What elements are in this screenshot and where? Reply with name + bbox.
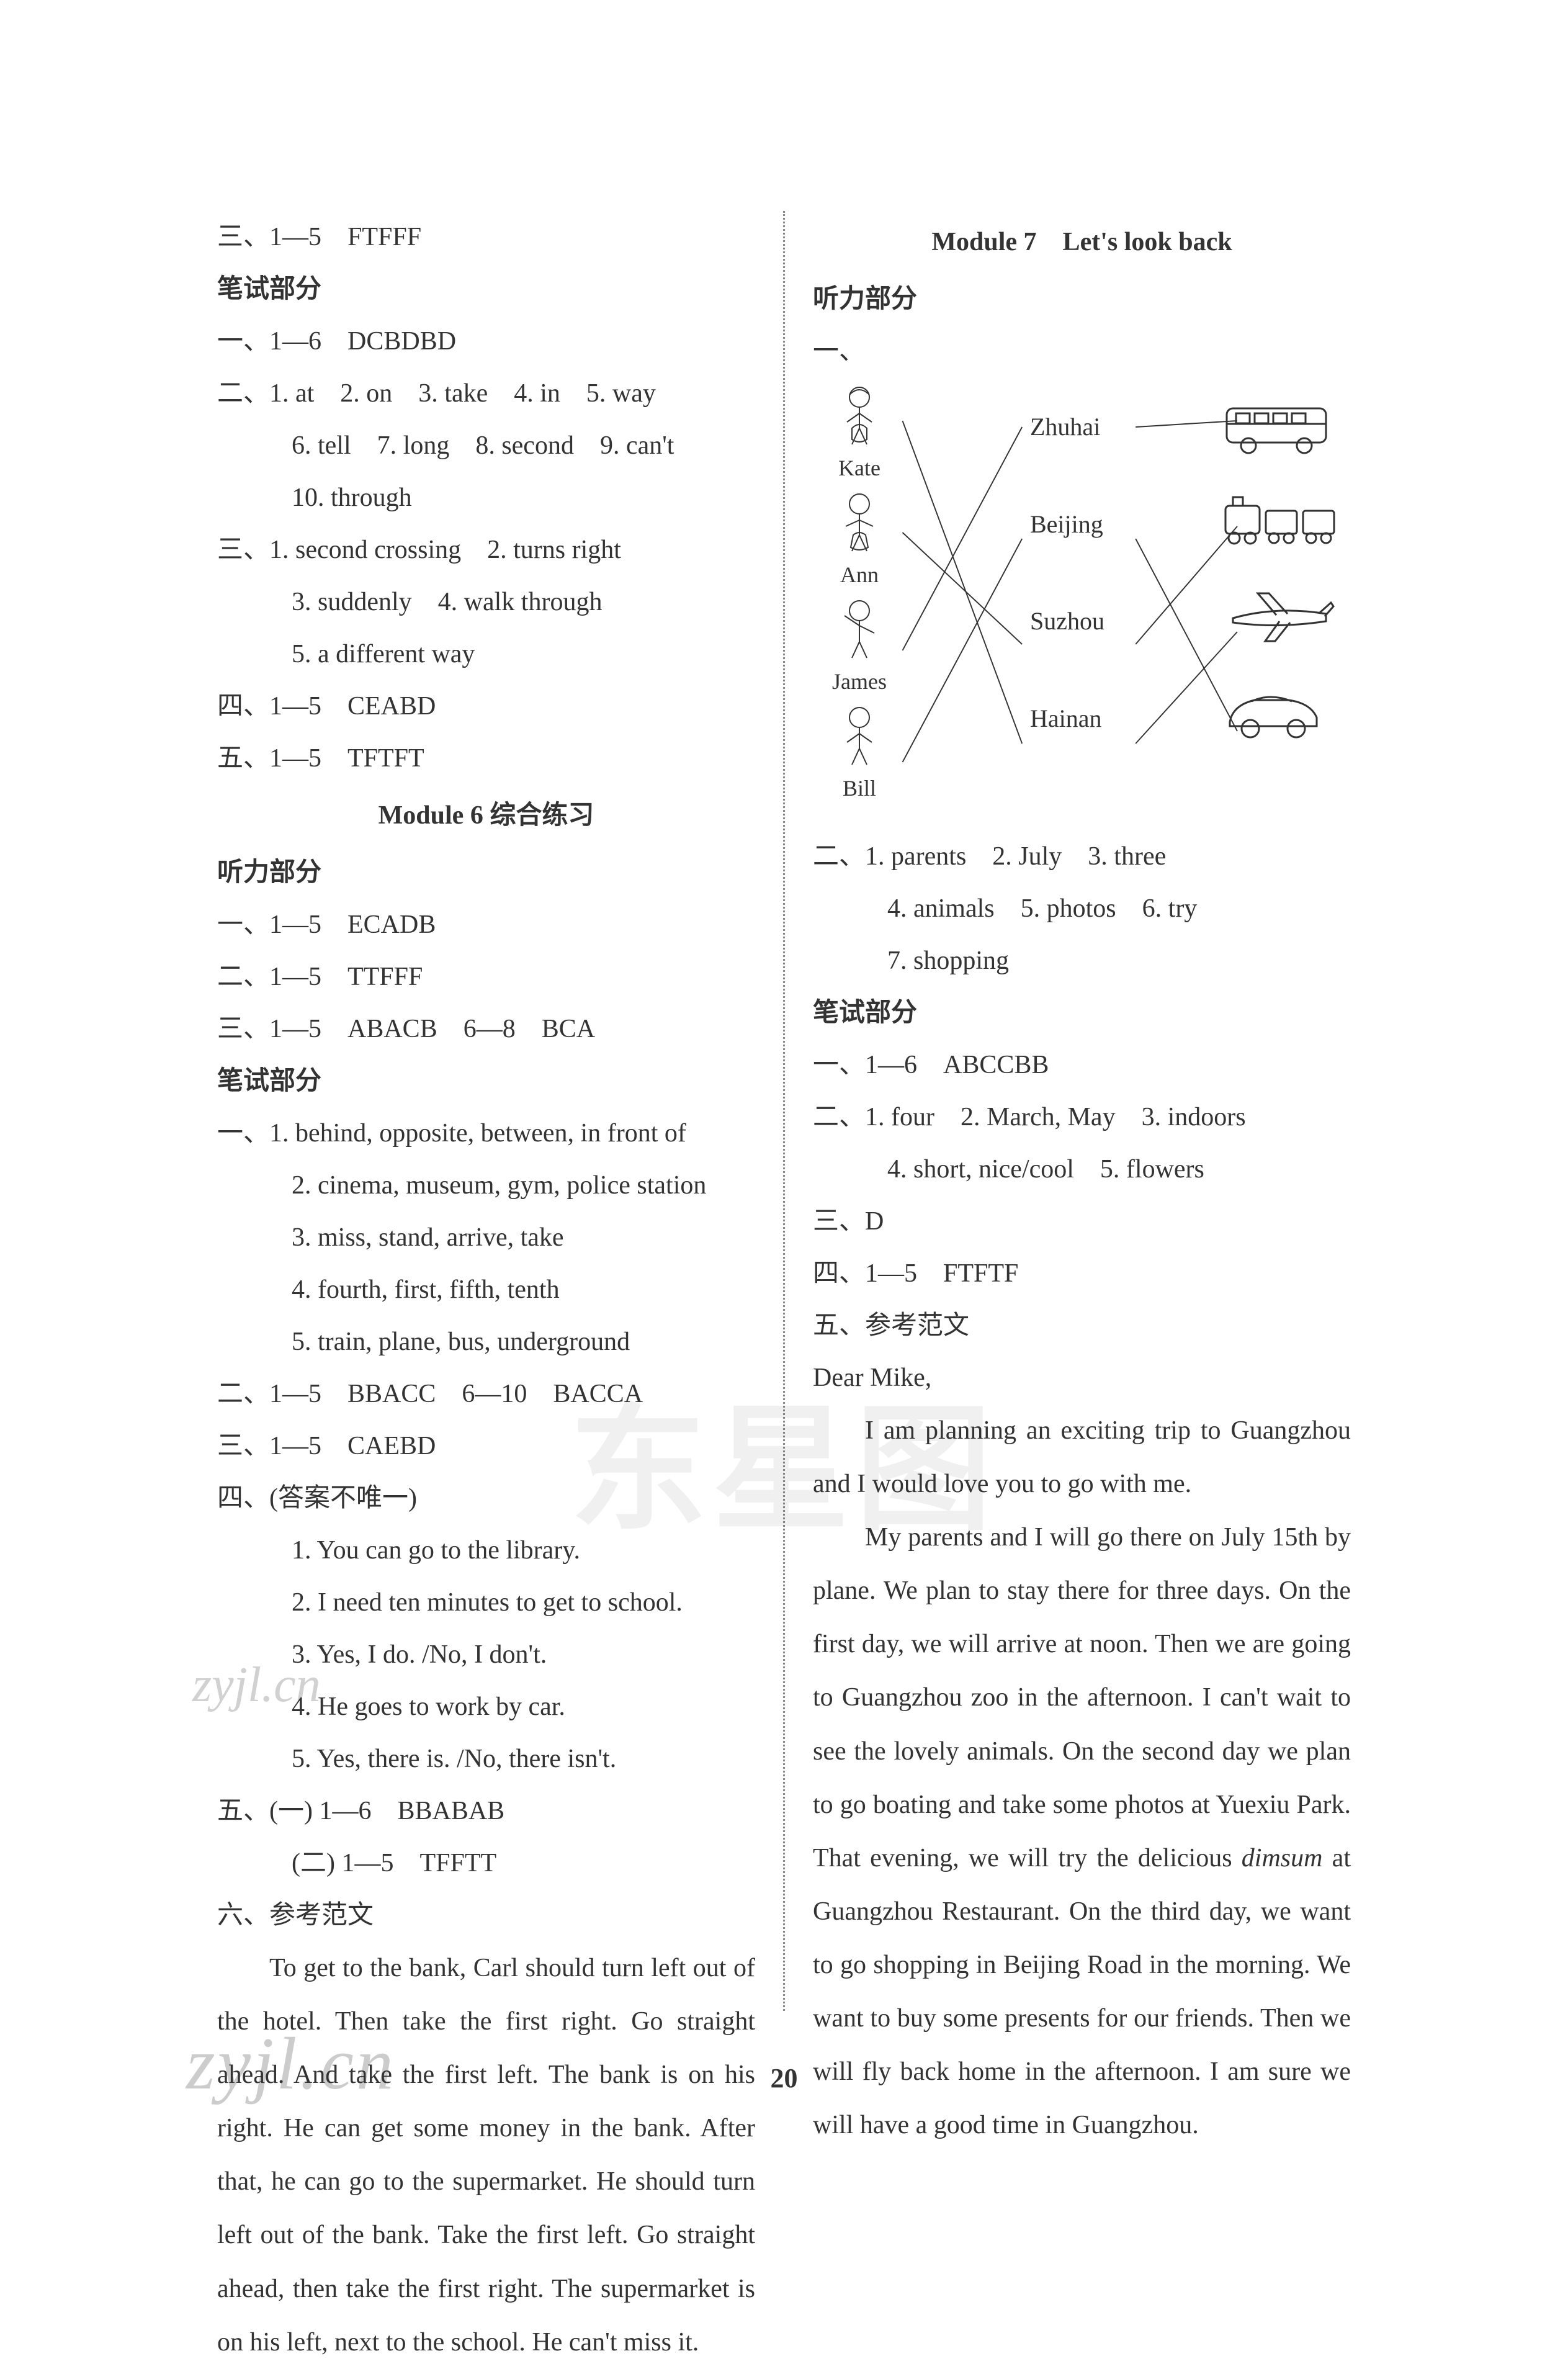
- answer-line: 6. tell 7. long 8. second 9. can't: [217, 420, 755, 472]
- section-heading: 听力部分: [217, 847, 755, 899]
- answer-line: 二、1. at 2. on 3. take 4. in 5. way: [217, 367, 755, 420]
- answer-line: 5. Yes, there is. /No, there isn't.: [217, 1733, 755, 1785]
- person-label: James: [832, 659, 887, 704]
- answer-line: 4. fourth, first, fifth, tenth: [217, 1264, 755, 1316]
- module-title: Module 7 Let's look back: [813, 216, 1351, 268]
- matching-diagram: Kate Ann James Bill: [813, 384, 1351, 818]
- answer-line: 3. suddenly 4. walk through: [217, 576, 755, 628]
- bus-icon: [1221, 396, 1351, 458]
- section-heading: 听力部分: [813, 273, 1351, 325]
- city-label: Zhuhai: [1030, 402, 1154, 452]
- answer-line: 四、1—5 CEABD: [217, 680, 755, 732]
- answer-line: 五、参考范文: [813, 1300, 1351, 1352]
- answer-line: (二) 1—5 TFFTT: [217, 1837, 755, 1889]
- letter-greeting: Dear Mike,: [813, 1352, 1351, 1404]
- section-heading: 笔试部分: [217, 1055, 755, 1107]
- answer-line: 3. miss, stand, arrive, take: [217, 1211, 755, 1264]
- answer-line: 一、1—6 DCBDBD: [217, 315, 755, 367]
- essay-paragraph: My parents and I will go there on July 1…: [813, 1511, 1351, 2152]
- answer-line: 一、1—6 ABCCBB: [813, 1039, 1351, 1091]
- car-icon: [1221, 681, 1351, 744]
- answer-line: 三、1. second crossing 2. turns right: [217, 524, 755, 576]
- match-city-column: Zhuhai Beijing Suzhou Hainan: [1030, 402, 1154, 744]
- city-label: Hainan: [1030, 694, 1154, 744]
- answer-line: 五、1—5 TFTFT: [217, 732, 755, 784]
- essay-text: My parents and I will go there on July 1…: [813, 1523, 1351, 1872]
- answer-line: 二、1—5 BBACC 6—10 BACCA: [217, 1368, 755, 1420]
- city-label: Suzhou: [1030, 596, 1154, 646]
- answer-line: 3. Yes, I do. /No, I don't.: [217, 1629, 755, 1681]
- person-icon: Ann: [813, 490, 906, 597]
- match-vehicle-column: [1221, 396, 1351, 744]
- person-label: Bill: [843, 766, 876, 811]
- two-column-layout: 三、1—5 FTFFF 笔试部分 一、1—6 DCBDBD 二、1. at 2.…: [217, 211, 1351, 2011]
- section-heading: 笔试部分: [813, 987, 1351, 1039]
- answer-line: 4. He goes to work by car.: [217, 1681, 755, 1733]
- answer-line: 三、1—5 ABACB 6—8 BCA: [217, 1003, 755, 1055]
- answer-line: 六、参考范文: [217, 1889, 755, 1941]
- answer-line: 二、1. parents 2. July 3. three: [813, 830, 1351, 883]
- person-icon: Kate: [813, 384, 906, 490]
- answer-line: 4. short, nice/cool 5. flowers: [813, 1143, 1351, 1195]
- answer-line: 四、(答案不唯一): [217, 1472, 755, 1524]
- page-number: 20: [771, 2062, 798, 2094]
- plane-icon: [1221, 584, 1351, 646]
- city-label: Beijing: [1030, 500, 1154, 549]
- essay-paragraph: I am planning an exciting trip to Guangz…: [813, 1404, 1351, 1511]
- answer-line: 四、1—5 FTFTF: [813, 1247, 1351, 1300]
- answer-line: 5. train, plane, bus, underground: [217, 1316, 755, 1368]
- answer-line: 五、(一) 1—6 BBABAB: [217, 1785, 755, 1837]
- train-icon: [1221, 493, 1351, 549]
- answer-line: 一、: [813, 325, 1351, 377]
- essay-italic-word: dimsum: [1242, 1844, 1323, 1872]
- answer-line: 二、1—5 TTFFF: [217, 951, 755, 1003]
- answer-line: 2. cinema, museum, gym, police station: [217, 1159, 755, 1211]
- answer-line: 一、1. behind, opposite, between, in front…: [217, 1107, 755, 1159]
- essay-text: at Guangzhou Restaurant. On the third da…: [813, 1844, 1351, 2139]
- answer-line: 2. I need ten minutes to get to school.: [217, 1576, 755, 1629]
- right-column: Module 7 Let's look back 听力部分 一、 Kate An…: [813, 211, 1351, 2011]
- page-root: 东星图 zyjl.cn zyjl.cn 三、1—5 FTFFF 笔试部分 一、1…: [0, 0, 1568, 2206]
- answer-line: 二、1. four 2. March, May 3. indoors: [813, 1091, 1351, 1143]
- module-title: Module 6 综合练习: [217, 789, 755, 842]
- section-heading: 笔试部分: [217, 263, 755, 315]
- answer-line: 7. shopping: [813, 935, 1351, 987]
- answer-line: 10. through: [217, 472, 755, 524]
- answer-line: 三、D: [813, 1195, 1351, 1247]
- answer-line: 一、1—5 ECADB: [217, 899, 755, 951]
- person-icon: Bill: [813, 704, 906, 811]
- answer-line: 三、1—5 CAEBD: [217, 1420, 755, 1472]
- answer-line: 三、1—5 FTFFF: [217, 211, 755, 263]
- left-column: 三、1—5 FTFFF 笔试部分 一、1—6 DCBDBD 二、1. at 2.…: [217, 211, 755, 2011]
- person-icon: James: [813, 597, 906, 704]
- answer-line: 4. animals 5. photos 6. try: [813, 883, 1351, 935]
- match-people-column: Kate Ann James Bill: [813, 384, 906, 806]
- essay-paragraph: To get to the bank, Carl should turn lef…: [217, 1941, 755, 2369]
- person-label: Ann: [840, 552, 879, 597]
- person-label: Kate: [838, 446, 880, 490]
- answer-line: 1. You can go to the library.: [217, 1524, 755, 1576]
- answer-line: 5. a different way: [217, 628, 755, 680]
- column-divider: [783, 211, 785, 2011]
